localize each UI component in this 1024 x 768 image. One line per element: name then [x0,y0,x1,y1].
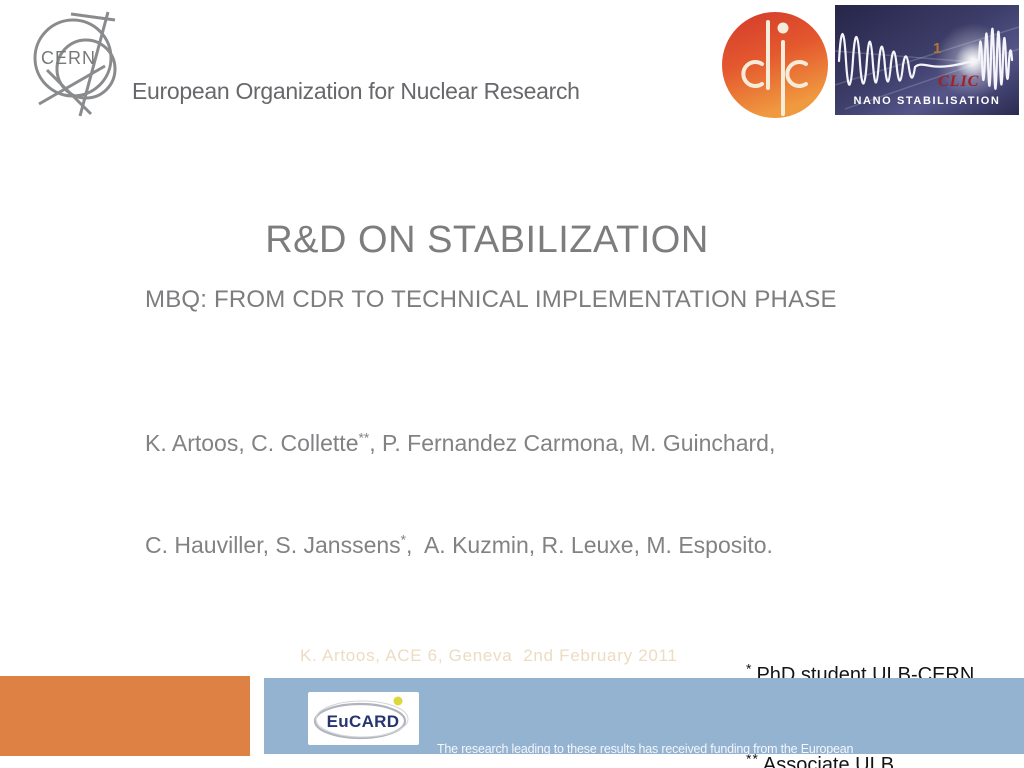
authors-line1-sup: ** [358,430,370,446]
organization-name: European Organization for Nuclear Resear… [132,78,580,104]
slide-title: R&D ON STABILIZATION [265,219,709,261]
authors-line-1: K. Artoos, C. Collette**, P. Fernandez C… [145,426,775,460]
footnote-associate-text: Associate ULB [762,754,895,768]
authors-line2-rest: , A. Kuzmin, R. Leuxe, M. Esposito. [406,532,773,558]
nano-stabilisation-banner: 1 CLIC NANO STABILISATION [835,5,1019,115]
eucard-logo: EuCARD [308,692,419,745]
authors-line-2: C. Hauviller, S. Janssens*, A. Kuzmin, R… [145,528,775,562]
authors-line1-rest: , P. Fernandez Carmona, M. Guinchard, [369,430,776,456]
clic-logo-graphic [722,12,828,118]
cern-logo-graphic: CERN [33,11,117,117]
funding-statement: The research leading to these results ha… [437,703,854,768]
eucard-logo-text: EuCARD [327,712,400,731]
nano-banner-graphic: 1 CLIC NANO STABILISATION [835,5,1019,115]
authors-block: K. Artoos, C. Collette**, P. Fernandez C… [145,358,775,630]
cern-logo-text: CERN [41,48,96,68]
authors-line2-sup: * [400,532,407,548]
nano-clic-label: CLIC [938,73,979,90]
eucard-logo-graphic: EuCARD [313,696,409,740]
slide-subtitle: MBQ: FROM CDR TO TECHNICAL IMPLEMENTATIO… [145,286,837,313]
authors-line1-text: K. Artoos, C. Collette [145,430,359,456]
clic-logo-letters [741,20,808,116]
cern-logo: CERN [25,6,129,120]
nano-caption: NANO STABILISATION [854,95,1001,107]
orange-accent-block [0,676,250,756]
authors-line2-text: C. Hauviller, S. Janssens [145,532,401,558]
clic-logo [720,8,830,120]
footnote-associate: ** Associate ULB [746,750,974,768]
footnote-phd-sup: * [746,660,753,677]
eucard-yellow-dot [393,696,403,706]
nano-marker: 1 [933,40,941,57]
footnote-associate-sup: ** [746,750,759,767]
waveform-left [837,33,971,86]
credit-line: K. Artoos, ACE 6, Geneva 2nd February 20… [300,646,678,665]
clic-i-dot [777,22,789,34]
funding-line-1: The research leading to these results ha… [437,742,854,756]
footnotes-block: * PhD student ULB-CERN ** Associate ULB [746,600,974,768]
waveform-right [967,27,1014,90]
